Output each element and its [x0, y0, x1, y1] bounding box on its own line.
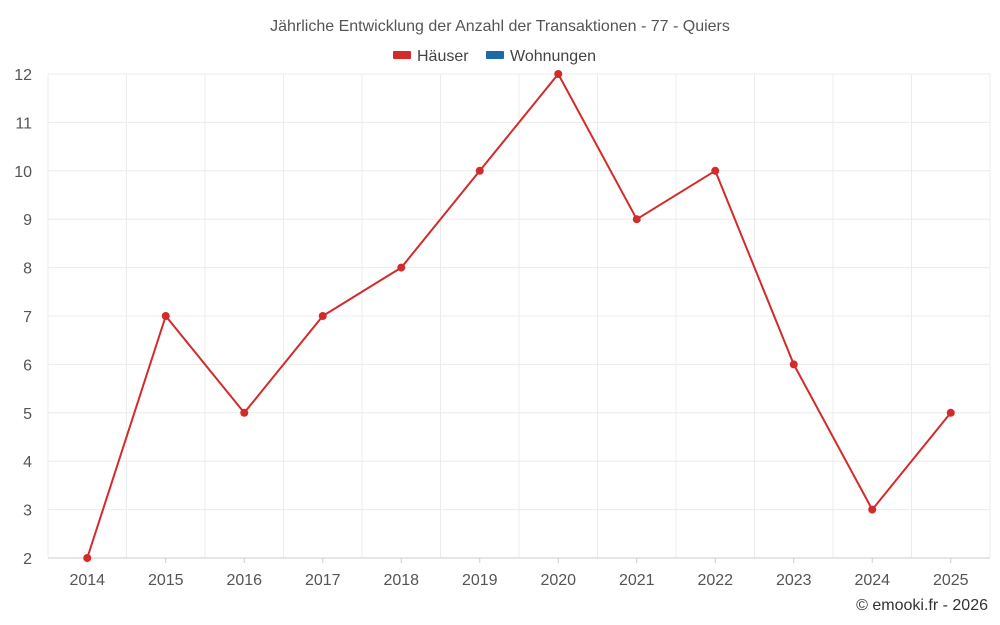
y-tick-label: 5 — [23, 406, 32, 423]
y-tick-label: 7 — [23, 309, 32, 326]
legend-label-haeuser: Häuser — [417, 48, 469, 65]
legend[interactable]: Häuser Wohnungen — [393, 48, 596, 65]
data-point[interactable] — [946, 408, 955, 417]
data-point[interactable] — [475, 166, 484, 175]
x-tick-label: 2015 — [148, 572, 184, 589]
legend-swatch-haeuser — [393, 51, 411, 59]
y-tick-label: 4 — [23, 454, 32, 471]
x-tick-label: 2018 — [383, 572, 419, 589]
legend-swatch-wohnungen — [486, 51, 504, 59]
grid — [47, 73, 991, 559]
chart-title: Jährliche Entwicklung der Anzahl der Tra… — [270, 18, 730, 35]
x-tick-label: 2020 — [540, 572, 576, 589]
x-tick-label: 2023 — [776, 572, 812, 589]
data-point[interactable] — [240, 408, 249, 417]
data-point[interactable] — [632, 215, 641, 224]
data-point[interactable] — [318, 312, 327, 320]
legend-item-wohnungen[interactable]: Wohnungen — [486, 48, 596, 65]
legend-item-haeuser[interactable]: Häuser — [393, 48, 469, 65]
x-tick-label: 2024 — [854, 572, 890, 589]
x-tick-label: 2022 — [697, 572, 733, 589]
y-tick-label: 6 — [23, 357, 32, 374]
series-layer — [83, 70, 955, 562]
y-tick-label: 3 — [23, 503, 32, 520]
legend-label-wohnungen: Wohnungen — [510, 48, 596, 65]
credit-text: © emooki.fr - 2026 — [856, 597, 988, 614]
y-tick-label: 2 — [23, 551, 32, 568]
x-tick-label: 2019 — [462, 572, 498, 589]
x-axis: 2014 2015 2016 2017 2018 2019 2020 2021 2022 2023… — [48, 557, 990, 589]
data-point[interactable] — [711, 166, 720, 175]
y-tick-label: 10 — [14, 164, 32, 181]
x-tick-label: 2016 — [226, 572, 262, 589]
y-axis: 2 3 4 5 6 7 8 9 10 11 12 — [14, 67, 32, 568]
data-point[interactable] — [83, 554, 92, 562]
data-point[interactable] — [789, 360, 798, 369]
y-tick-label: 11 — [15, 115, 32, 132]
data-point[interactable] — [161, 312, 170, 320]
x-tick-label: 2025 — [933, 572, 969, 589]
y-tick-label: 9 — [23, 212, 32, 229]
data-point[interactable] — [397, 263, 406, 272]
data-point[interactable] — [868, 505, 877, 514]
y-tick-label: 8 — [23, 261, 32, 278]
x-tick-label: 2021 — [619, 572, 655, 589]
x-tick-label: 2017 — [305, 572, 341, 589]
x-tick-label: 2014 — [69, 572, 105, 589]
y-tick-label: 12 — [14, 67, 32, 84]
data-point[interactable] — [554, 70, 563, 78]
series-line — [86, 73, 952, 559]
